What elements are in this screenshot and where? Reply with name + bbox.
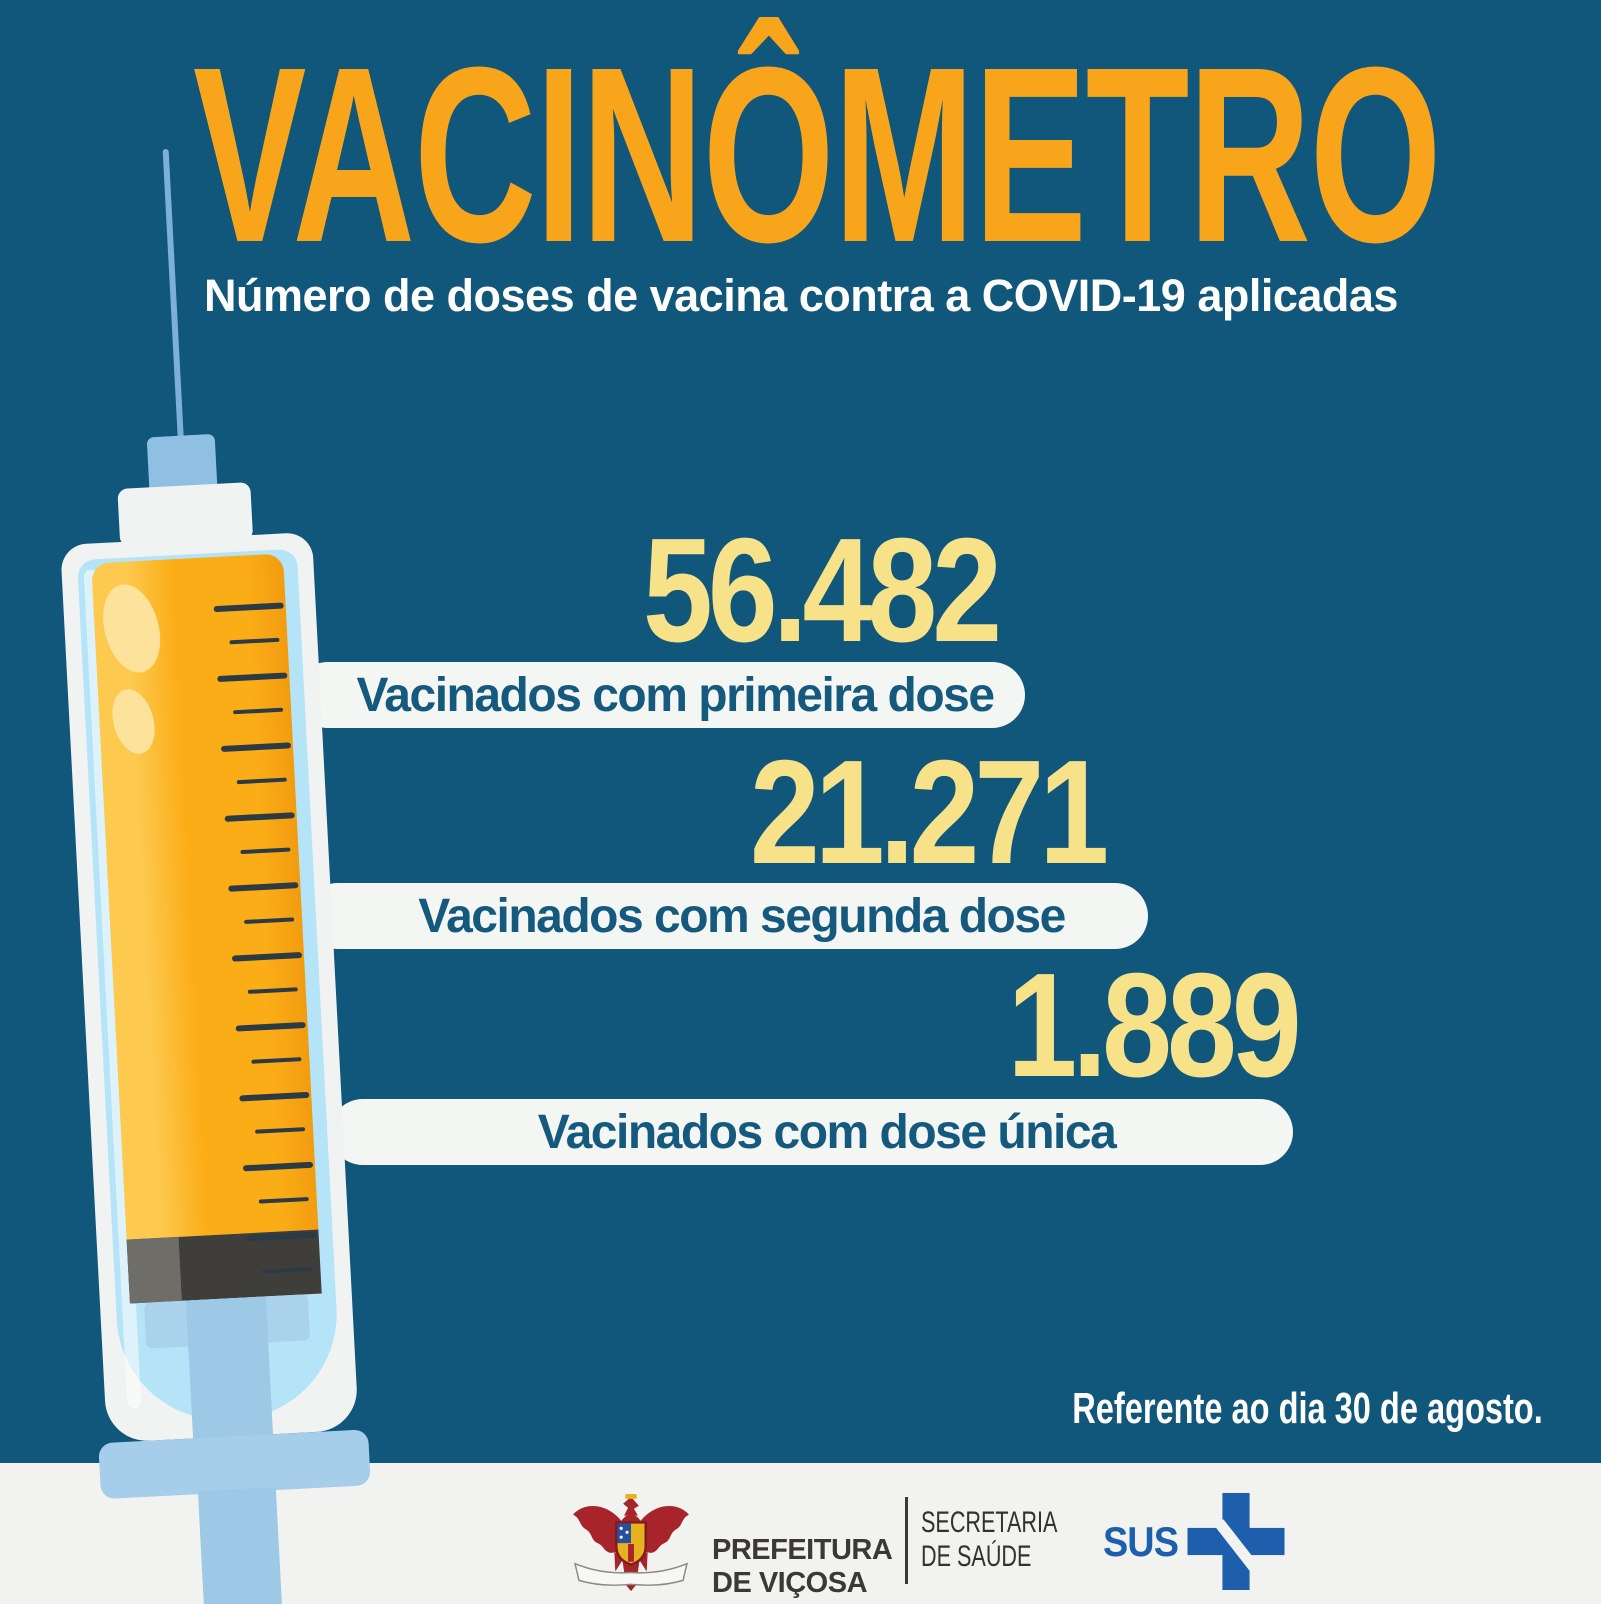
page-subtitle: Número de doses de vacina contra a COVID… (204, 270, 1398, 321)
stat-value-single-dose: 1.889 (1007, 943, 1301, 1108)
stat-label-single-dose: Vacinados com dose única (537, 1105, 1117, 1159)
stat-value-first-dose: 56.482 (642, 508, 1002, 673)
secretaria-line1: SECRETARIA (921, 1506, 1058, 1539)
footer-divider (905, 1497, 908, 1584)
secretaria-logo-text: SECRETARIA DE SAÚDE (921, 1506, 1057, 1574)
stat-label-pill: Vacinados com segunda dose (305, 883, 1148, 949)
stat-label-pill: Vacinados com dose única (330, 1099, 1293, 1165)
prefeitura-logo-text: PREFEITURA DE VIÇOSA (712, 1534, 893, 1600)
prefeitura-line1: PREFEITURA (712, 1534, 893, 1566)
syringe-needle (162, 148, 185, 444)
sus-logo-text: SUS (1103, 1518, 1179, 1565)
sus-cross-icon (1187, 1493, 1285, 1590)
reference-date-note: Referente ao dia 30 de agosto. (1072, 1384, 1543, 1433)
stat-label-first-dose: Vacinados com primeira dose (356, 668, 995, 722)
prefeitura-line2: DE VIÇOSA (712, 1567, 868, 1599)
vicosa-coat-of-arms-icon (573, 1493, 689, 1592)
plunger-seal-highlight (126, 1236, 182, 1304)
syringe-icon (0, 131, 429, 1604)
stat-label-pill: Vacinados com primeira dose (295, 662, 1025, 728)
stat-label-second-dose: Vacinados com segunda dose (418, 889, 1066, 943)
secretaria-line2: DE SAÚDE (921, 1540, 1032, 1573)
plunger-rod (197, 1487, 289, 1604)
page-title: VACINÔMETRO (193, 15, 1442, 294)
stat-value-second-dose: 21.271 (749, 730, 1109, 895)
plunger-rod-inside (185, 1296, 274, 1451)
